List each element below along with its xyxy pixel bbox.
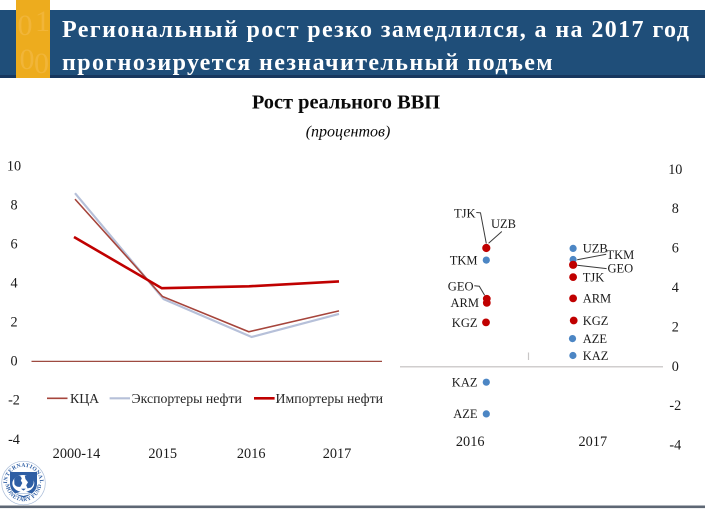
svg-text:KAZ: KAZ xyxy=(583,349,609,363)
svg-text:ARM: ARM xyxy=(451,296,479,310)
svg-text:-4: -4 xyxy=(8,432,20,448)
svg-text:AZE: AZE xyxy=(583,332,608,346)
svg-text:0: 0 xyxy=(18,9,33,42)
svg-text:UZB: UZB xyxy=(491,217,516,231)
svg-text:2017: 2017 xyxy=(323,446,352,462)
svg-text:2015: 2015 xyxy=(148,446,177,462)
svg-text:-2: -2 xyxy=(8,393,20,409)
svg-text:TJK: TJK xyxy=(454,207,476,221)
svg-text:10: 10 xyxy=(668,162,682,178)
svg-text:2: 2 xyxy=(10,315,17,331)
svg-text:0: 0 xyxy=(672,359,679,375)
svg-text:KGZ: KGZ xyxy=(583,314,609,328)
svg-text:4: 4 xyxy=(672,280,679,296)
svg-text:прогнозируется незначительный: прогнозируется незначительный подъем xyxy=(62,50,554,76)
svg-text:2: 2 xyxy=(672,319,679,335)
svg-text:6: 6 xyxy=(10,236,17,252)
svg-text:KGZ: KGZ xyxy=(452,316,478,330)
svg-text:0: 0 xyxy=(34,47,49,80)
svg-text:Импортеры нефти: Импортеры нефти xyxy=(276,391,384,406)
svg-text:2017: 2017 xyxy=(579,434,608,450)
svg-text:0: 0 xyxy=(20,43,35,76)
svg-text:-2: -2 xyxy=(669,398,681,414)
svg-text:2000-14: 2000-14 xyxy=(53,446,101,462)
svg-text:2016: 2016 xyxy=(237,446,266,462)
svg-text:TKM: TKM xyxy=(450,253,478,267)
svg-text:КЦА: КЦА xyxy=(70,391,99,406)
svg-text:10: 10 xyxy=(7,158,21,174)
svg-text:GEO: GEO xyxy=(608,262,634,276)
svg-text:2016: 2016 xyxy=(456,434,485,450)
svg-text:8: 8 xyxy=(672,201,679,217)
svg-text:Рост реального ВВП: Рост реального ВВП xyxy=(252,92,440,114)
svg-text:KAZ: KAZ xyxy=(452,376,478,390)
svg-text:8: 8 xyxy=(10,197,17,213)
svg-text:TJK: TJK xyxy=(583,270,605,284)
svg-text:(процентов): (процентов) xyxy=(306,124,391,141)
svg-text:6: 6 xyxy=(672,241,679,257)
svg-text:1: 1 xyxy=(35,5,50,38)
svg-text:Региональный рост резко замедл: Региональный рост резко замедлился, а на… xyxy=(62,17,690,43)
svg-text:0: 0 xyxy=(10,354,17,370)
svg-text:UZB: UZB xyxy=(583,242,608,256)
svg-text:4: 4 xyxy=(10,276,17,292)
svg-text:TKM: TKM xyxy=(607,248,635,262)
svg-text:GEO: GEO xyxy=(448,280,474,294)
svg-text:-4: -4 xyxy=(669,438,681,454)
svg-text:ARM: ARM xyxy=(583,292,611,306)
svg-text:Экспортеры нефти: Экспортеры нефти xyxy=(132,391,243,406)
svg-text:AZE: AZE xyxy=(453,407,478,421)
